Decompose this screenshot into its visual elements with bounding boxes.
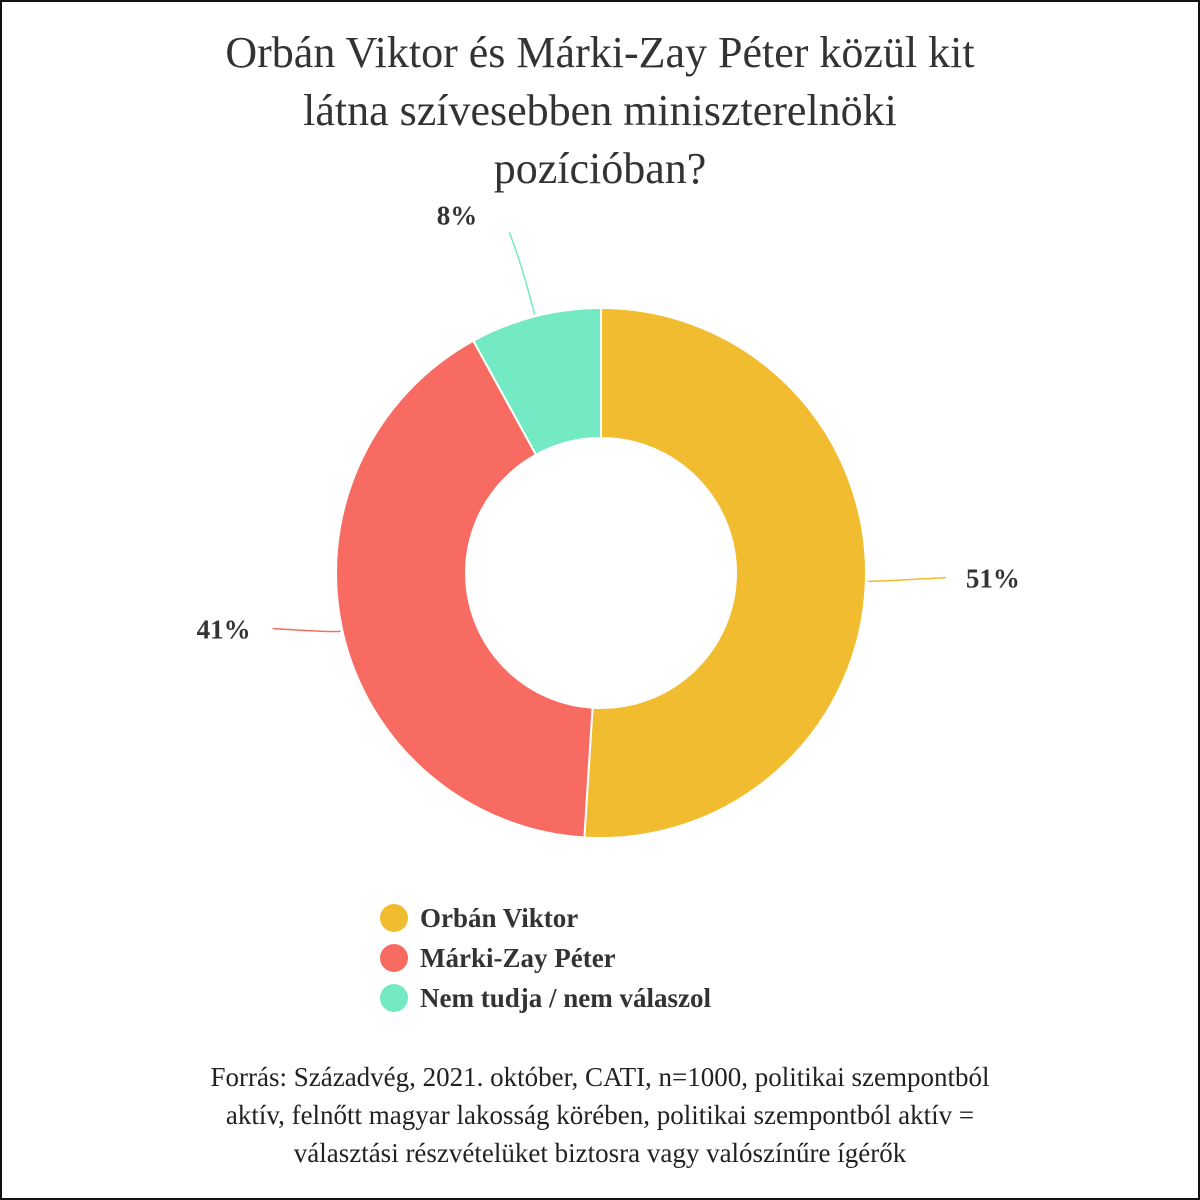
chart-legend: Orbán Viktor Márki-Zay Péter Nem tudja /… [380, 898, 711, 1018]
legend-label: Márki-Zay Péter [420, 942, 616, 973]
legend-swatch [380, 944, 408, 972]
data-label-orban: 51% [966, 564, 1020, 594]
leader-line-orban [867, 576, 946, 583]
legend-label: Orbán Viktor [420, 902, 579, 933]
data-label-marki-zay: 41% [197, 615, 251, 645]
legend-label: Nem tudja / nem válaszol [420, 982, 711, 1013]
legend-item-marki-zay[interactable]: Márki-Zay Péter [380, 938, 711, 978]
legend-swatch [380, 904, 408, 932]
chart-title-line: látna szívesebben miniszterelnöki [303, 86, 897, 135]
slice-no-answer[interactable] [471, 306, 602, 457]
legend-item-orban[interactable]: Orbán Viktor [380, 898, 711, 938]
data-label-no-answer: 8% [437, 200, 478, 230]
source-note: Forrás: Századvég, 2021. október, CATI, … [2, 1058, 1198, 1172]
source-line: Forrás: Századvég, 2021. október, CATI, … [210, 1062, 990, 1092]
slice-marki-zay[interactable] [335, 339, 594, 839]
source-line: választási részvételüket biztosra vagy v… [293, 1138, 907, 1168]
legend-swatch [380, 984, 408, 1012]
chart-title: Orbán Viktor és Márki-Zay Péter közül ki… [2, 24, 1198, 198]
source-line: aktív, felnőtt magyar lakosság körében, … [225, 1100, 975, 1130]
chart-title-line: Orbán Viktor és Márki-Zay Péter közül ki… [225, 28, 975, 77]
chart-title-line: pozícióban? [493, 144, 707, 193]
leader-line-marki-zay [272, 627, 341, 633]
legend-item-no-answer[interactable]: Nem tudja / nem válaszol [380, 978, 711, 1018]
leader-line-no-answer [508, 232, 536, 315]
slice-orban[interactable] [583, 306, 867, 839]
